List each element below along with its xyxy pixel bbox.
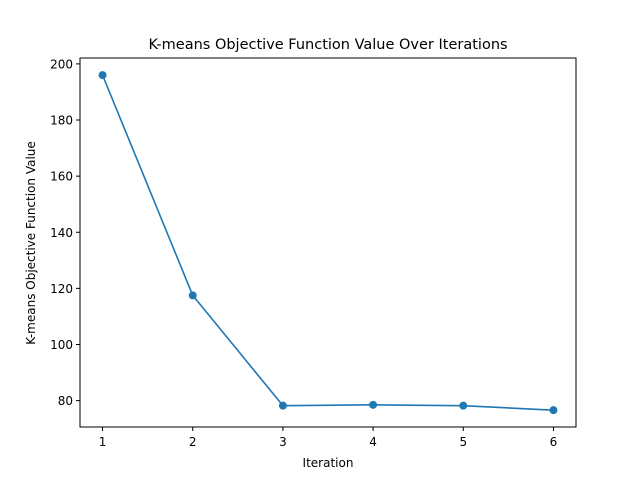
y-tick-label: 180 — [50, 114, 73, 128]
x-tick-label: 5 — [459, 435, 467, 449]
data-point — [549, 406, 558, 415]
data-point — [369, 400, 378, 409]
y-tick-label: 140 — [50, 226, 73, 240]
x-tick-label: 1 — [99, 435, 107, 449]
y-tick-label: 200 — [50, 57, 73, 71]
x-tick-label: 6 — [550, 435, 558, 449]
plot-area-frame — [79, 57, 577, 428]
chart-title: K-means Objective Function Value Over It… — [148, 37, 507, 53]
y-tick-label: 80 — [58, 394, 73, 408]
series-layer — [98, 71, 558, 415]
data-point — [459, 401, 468, 410]
data-point — [98, 71, 107, 80]
y-tick-label: 100 — [50, 338, 73, 352]
x-axis-ticks: 1 2 3 4 5 6 — [99, 427, 558, 449]
series-line — [101, 74, 554, 411]
y-tick-label: 120 — [50, 282, 73, 296]
x-tick-label: 3 — [279, 435, 287, 449]
y-tick-label: 160 — [50, 170, 73, 184]
x-tick-label: 4 — [369, 435, 377, 449]
x-tick-label: 2 — [189, 435, 197, 449]
x-axis-title: Iteration — [303, 456, 354, 470]
data-point — [188, 291, 197, 300]
data-point — [278, 401, 287, 410]
y-axis-ticks: 80 100 120 140 160 180 200 — [50, 57, 80, 408]
y-axis-title: K-means Objective Function Value — [24, 141, 38, 345]
